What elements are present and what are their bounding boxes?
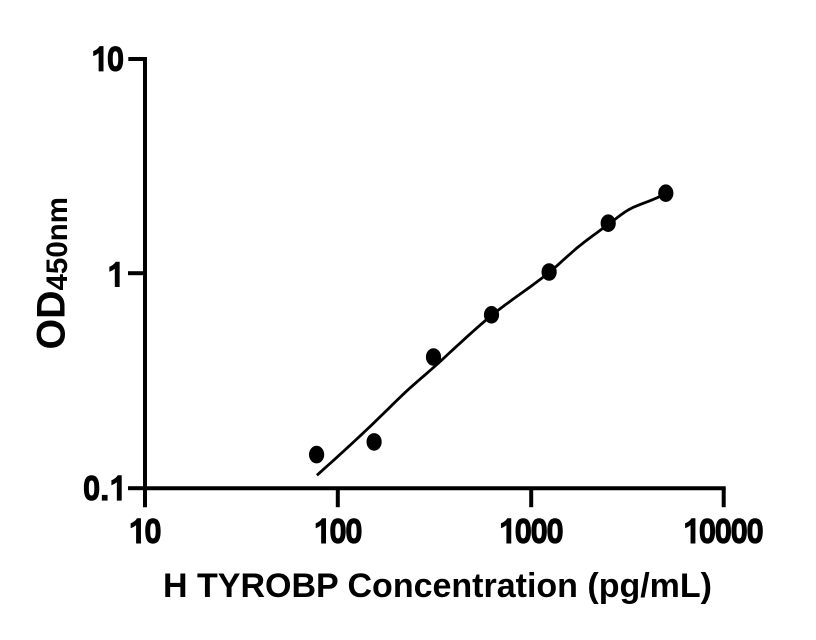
svg-text:450nm: 450nm xyxy=(41,197,74,291)
svg-text:OD: OD xyxy=(30,291,74,350)
svg-text:H TYROBP Concentration (pg/mL): H TYROBP Concentration (pg/mL) xyxy=(163,567,712,605)
